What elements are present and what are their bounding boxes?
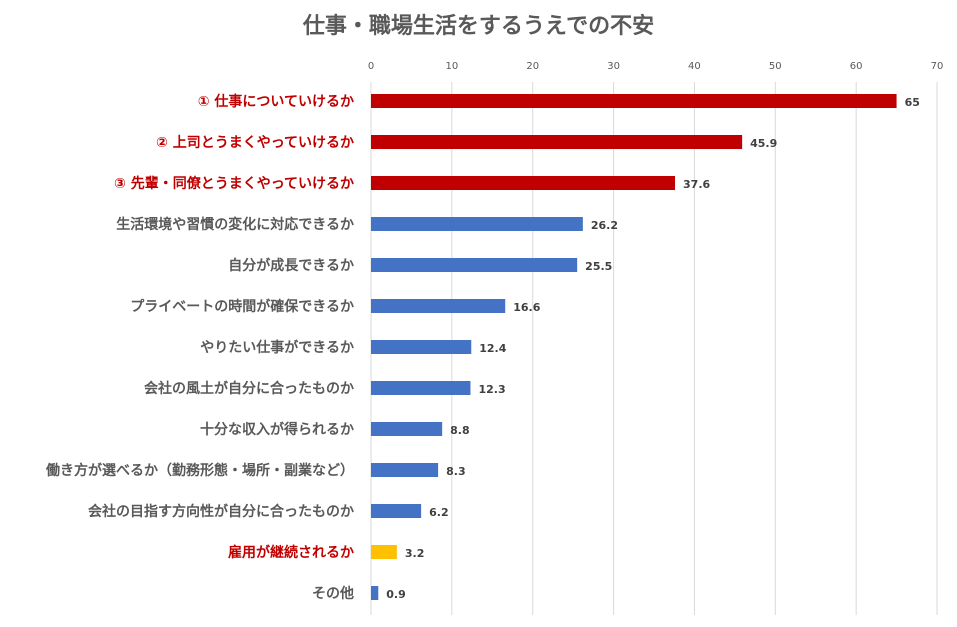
bar: [371, 217, 583, 231]
data-label: 3.2: [405, 547, 425, 560]
data-label: 12.4: [479, 342, 506, 355]
x-tick-label: 40: [688, 61, 701, 72]
x-tick-label: 30: [607, 61, 620, 72]
data-label: 0.9: [386, 588, 406, 601]
bar: [371, 94, 897, 108]
x-tick-label: 10: [445, 61, 458, 72]
data-label: 25.5: [585, 260, 612, 273]
category-label: ② 上司とうまくやっていけるか: [156, 135, 354, 151]
bar: [371, 340, 472, 354]
category-label: 十分な収入が得られるか: [200, 421, 354, 438]
category-label: 生活環境や習慣の変化に対応できるか: [116, 216, 354, 233]
data-label: 65: [905, 96, 920, 109]
category-label: 働き方が選べるか（勤務形態・場所・副業など）: [45, 462, 354, 479]
category-label: 自分が成長できるか: [228, 257, 354, 274]
data-label: 8.8: [450, 424, 470, 437]
bar: [371, 422, 443, 436]
data-label: 12.3: [478, 383, 505, 396]
x-tick-label: 20: [526, 61, 539, 72]
chart-title: 仕事・職場生活をするうえでの不安: [302, 14, 655, 39]
x-tick-label: 50: [769, 61, 782, 72]
category-label: 会社の風土が自分に合ったものか: [144, 380, 354, 397]
data-label: 8.3: [446, 465, 466, 478]
bar: [371, 504, 422, 518]
data-label: 37.6: [683, 178, 710, 191]
bar: [371, 299, 506, 313]
x-tick-label: 0: [368, 61, 374, 72]
bar: [371, 463, 439, 477]
category-label: 会社の目指す方向性が自分に合ったものか: [88, 503, 354, 520]
bar: [371, 258, 578, 272]
bar: [371, 586, 379, 600]
category-label: プライベートの時間が確保できるか: [130, 298, 354, 315]
category-label: やりたい仕事ができるか: [200, 339, 354, 356]
category-label: 雇用が継続されるか: [228, 544, 354, 561]
category-label: その他: [312, 585, 354, 602]
data-label: 26.2: [591, 219, 618, 232]
x-tick-label: 60: [850, 61, 863, 72]
data-label: 45.9: [750, 137, 777, 150]
bar: [371, 381, 471, 395]
category-label: ① 仕事についていけるか: [198, 93, 354, 110]
bar: [371, 545, 397, 559]
bar: [371, 176, 676, 190]
x-tick-label: 70: [931, 61, 944, 72]
data-label: 6.2: [429, 506, 449, 519]
bar: [371, 135, 743, 149]
data-label: 16.6: [513, 301, 540, 314]
category-label: ③ 先輩・同僚とうまくやっていけるか: [114, 175, 354, 192]
